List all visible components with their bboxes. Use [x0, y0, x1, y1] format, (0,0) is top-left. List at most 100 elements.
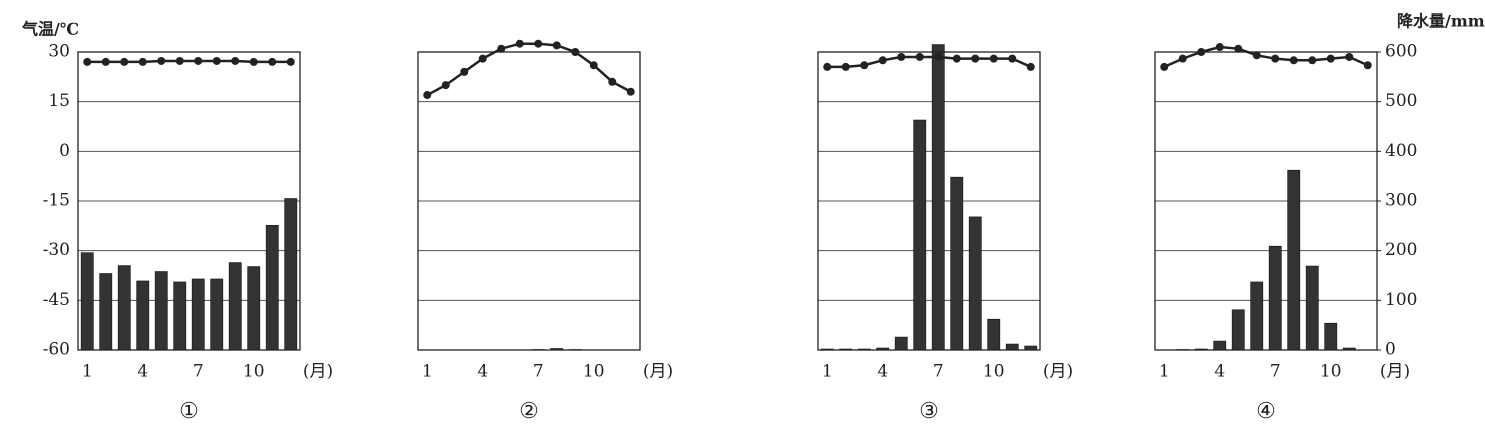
temperature-point: [1363, 61, 1372, 70]
y-tick-label: 15: [48, 91, 70, 111]
bar: [931, 44, 945, 351]
plot-frame: [1154, 51, 1378, 351]
temperature-point: [231, 56, 240, 65]
y-tick-label: 0: [59, 141, 70, 161]
temperature-point: [441, 81, 450, 90]
x-unit-label: (月): [643, 362, 673, 382]
x-tick-label: 4: [137, 362, 148, 382]
bar: [191, 278, 205, 351]
bar: [136, 280, 150, 351]
temperature-point: [915, 52, 924, 61]
temperature-point: [860, 61, 869, 70]
bar: [173, 281, 187, 351]
bar: [1213, 340, 1227, 351]
temperature-point: [571, 48, 580, 56]
temperature-point: [1160, 62, 1169, 71]
x-tick-label: 4: [1214, 362, 1225, 382]
x-tick-label: 10: [983, 362, 1005, 382]
x-tick-label: 10: [583, 362, 605, 382]
temperature-point: [101, 57, 110, 66]
temperature-point: [823, 62, 832, 71]
temperature-point: [1197, 48, 1206, 56]
temperature-point: [897, 52, 906, 61]
y-tick-label: -30: [43, 240, 70, 260]
y-tick-label: 30: [48, 42, 70, 62]
temperature-point: [1252, 51, 1261, 60]
x-tick-label: 7: [1270, 362, 1281, 382]
bar: [1324, 322, 1338, 351]
temperature-point: [212, 56, 221, 65]
y2-tick-label: 600: [1385, 42, 1417, 62]
bar: [913, 119, 927, 351]
plot-frame: [417, 51, 641, 351]
temperature-point: [971, 54, 980, 63]
bar: [987, 318, 1001, 351]
chart-title: ③: [919, 399, 939, 424]
x-tick-label: 1: [422, 362, 433, 382]
temperature-point: [120, 57, 129, 66]
bar: [968, 216, 982, 351]
temperature-point: [1345, 52, 1354, 61]
bar: [265, 225, 279, 351]
temperature-point: [1008, 54, 1017, 63]
y2-tick-label: 300: [1385, 191, 1417, 211]
x-tick-label: 1: [822, 362, 833, 382]
temperature-point: [460, 67, 469, 76]
temperature-point: [608, 77, 617, 86]
x-tick-label: 1: [1159, 362, 1170, 382]
temperature-point: [1271, 54, 1280, 63]
bar: [1231, 309, 1245, 351]
temperature-point: [478, 54, 487, 63]
chart-title: ①: [179, 399, 199, 424]
temperature-point: [1308, 56, 1317, 65]
bar: [117, 265, 131, 351]
temperature-point: [934, 52, 943, 61]
temperature-point: [952, 54, 961, 63]
temperature-point: [878, 56, 887, 65]
plot-frame: [817, 51, 1041, 351]
temperature-point: [138, 57, 147, 66]
temperature-point: [534, 39, 543, 48]
temperature-point: [1026, 62, 1035, 71]
temperature-point: [1326, 54, 1335, 63]
bar: [99, 273, 113, 351]
temperature-point: [157, 56, 166, 65]
x-tick-label: 7: [193, 362, 204, 382]
temperature-point: [286, 57, 295, 66]
temperature-point: [249, 57, 258, 66]
bar: [950, 176, 964, 351]
bar: [894, 336, 908, 351]
temperature-point: [989, 54, 998, 63]
bar: [1268, 245, 1282, 351]
y2-axis-label: 降水量/mm: [1397, 12, 1485, 31]
temperature-point: [841, 62, 850, 71]
temperature-point: [497, 44, 506, 53]
bar: [80, 252, 94, 351]
temperature-point: [194, 56, 203, 65]
x-unit-label: (月): [1043, 362, 1073, 382]
y2-tick-label: 200: [1385, 240, 1417, 260]
temperature-point: [515, 39, 524, 48]
bar: [1305, 265, 1319, 351]
x-tick-label: 10: [1320, 362, 1342, 382]
chart-title: ②: [519, 399, 539, 424]
temperature-line: [87, 59, 291, 64]
temperature-point: [423, 91, 432, 100]
temperature-line: [1163, 45, 1369, 69]
temperature-point: [268, 57, 277, 66]
x-tick-label: 7: [533, 362, 544, 382]
bar: [284, 198, 298, 351]
x-tick-label: 4: [477, 362, 488, 382]
bar: [210, 278, 224, 351]
bar: [1287, 169, 1301, 351]
temperature-point: [626, 87, 635, 96]
bar: [247, 266, 261, 351]
x-tick-label: 1: [82, 362, 93, 382]
y-tick-label: -60: [43, 340, 70, 360]
temperature-point: [1178, 54, 1187, 63]
y-tick-label: -45: [43, 290, 70, 310]
bar: [1250, 281, 1264, 351]
temperature-line: [827, 55, 1032, 69]
temperature-point: [175, 56, 184, 65]
